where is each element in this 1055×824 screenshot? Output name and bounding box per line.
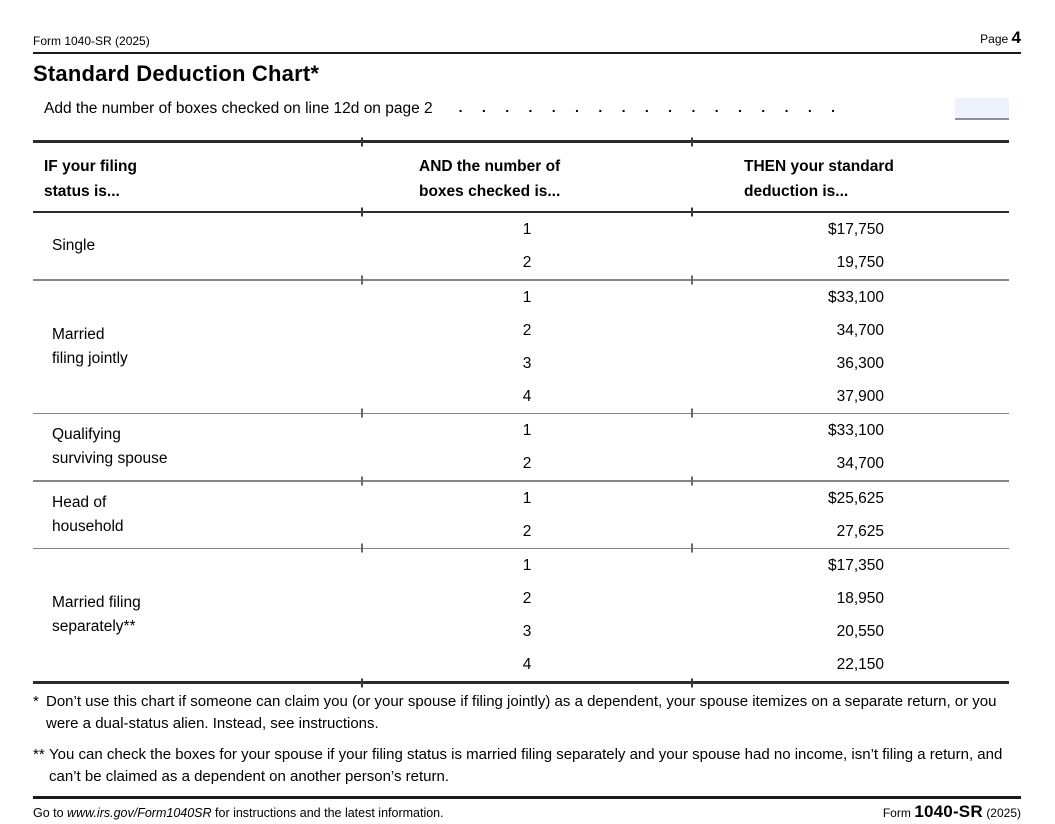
top-header: Form 1040-SR (2025) Page 4 (33, 28, 1021, 52)
page-indicator: Page 4 (980, 28, 1021, 48)
table-row: 1 $33,100 (522, 288, 884, 306)
dot-leader: . . . . . . . . . . . . . . . . . (458, 99, 837, 115)
bottom-footer: Go to www.irs.gov/Form1040SR for instruc… (33, 802, 1021, 822)
table-group-married-separately: Married filing separately** 1 $17,350 2 … (33, 549, 1009, 681)
page-word: Page (980, 32, 1009, 46)
table-group-head-of-household: Head of household 1 $25,625 2 27,625 (33, 482, 1009, 548)
filing-status-label: Single (52, 237, 96, 254)
boxes-checked-instruction: Add the number of boxes checked on line … (44, 100, 433, 117)
page-title: Standard Deduction Chart* (33, 61, 320, 86)
filing-status-label: Married filing separately** (52, 594, 141, 635)
table-header-row: IF your filing status is... AND the numb… (33, 143, 1009, 211)
table-top-border (33, 137, 1009, 146)
footnote-marker: * (33, 693, 39, 710)
group-divider (33, 476, 1009, 486)
filing-status-label: Head of household (52, 493, 124, 535)
footnote-marker: ** (33, 746, 45, 763)
column-header-boxes-checked: AND the number of boxes checked is... (419, 158, 561, 200)
footnote-spouse-boxes: ** You can check the boxes for your spou… (33, 744, 1025, 787)
table-row: 1 $17,750 (522, 221, 884, 238)
table-row: 3 20,550 (522, 623, 884, 640)
page-number: 4 (1011, 28, 1021, 47)
table-row: 2 19,750 (522, 254, 884, 271)
header-divider (33, 52, 1021, 54)
table-group-single: Single 1 $17,750 2 19,750 (33, 213, 1009, 279)
table-row: 4 37,900 (522, 387, 884, 405)
filing-status-label: Qualifying surviving spouse (52, 426, 168, 467)
form-id-label: Form 1040-SR (2025) (33, 34, 150, 48)
footer-form-id: Form 1040-SR (2025) (882, 801, 1021, 821)
column-header-filing-status: IF your filing status is... (44, 158, 137, 200)
irs-url: www.irs.gov/Form1040SR (67, 805, 212, 820)
table-row: 1 $33,100 (522, 422, 884, 439)
table-row: 3 36,300 (522, 354, 884, 372)
table-group-qualifying-surviving-spouse: Qualifying surviving spouse 1 $33,100 2 … (33, 414, 1009, 480)
table-row: 2 18,950 (522, 590, 884, 607)
filing-status-label: Married filing jointly (52, 325, 128, 367)
column-header-standard-deduction: THEN your standard deduction is... (744, 158, 894, 200)
group-divider (33, 275, 1009, 285)
table-row: 2 27,625 (522, 522, 884, 540)
table-row: 2 34,700 (522, 321, 884, 339)
table-group-married-jointly: Married filing jointly 1 $33,100 2 34,70… (33, 281, 1009, 413)
footnote-dependent: * Don’t use this chart if someone can cl… (33, 691, 1025, 734)
table-row: 1 $25,625 (522, 489, 884, 507)
footer-instructions: Go to www.irs.gov/Form1040SR for instruc… (33, 805, 444, 820)
table-row: 2 34,700 (522, 455, 884, 472)
standard-deduction-table: IF your filing status is... AND the numb… (33, 137, 1009, 687)
table-row: 1 $17,350 (522, 557, 884, 574)
group-divider (33, 543, 1009, 553)
boxes-checked-line: Add the number of boxes checked on line … (33, 97, 1021, 121)
boxes-checked-input[interactable] (955, 98, 1009, 120)
table-bottom-border (33, 678, 1009, 687)
group-divider (33, 408, 1009, 418)
footer-divider (33, 796, 1021, 799)
table-row: 4 22,150 (522, 656, 884, 673)
table-header-divider (33, 207, 1009, 217)
